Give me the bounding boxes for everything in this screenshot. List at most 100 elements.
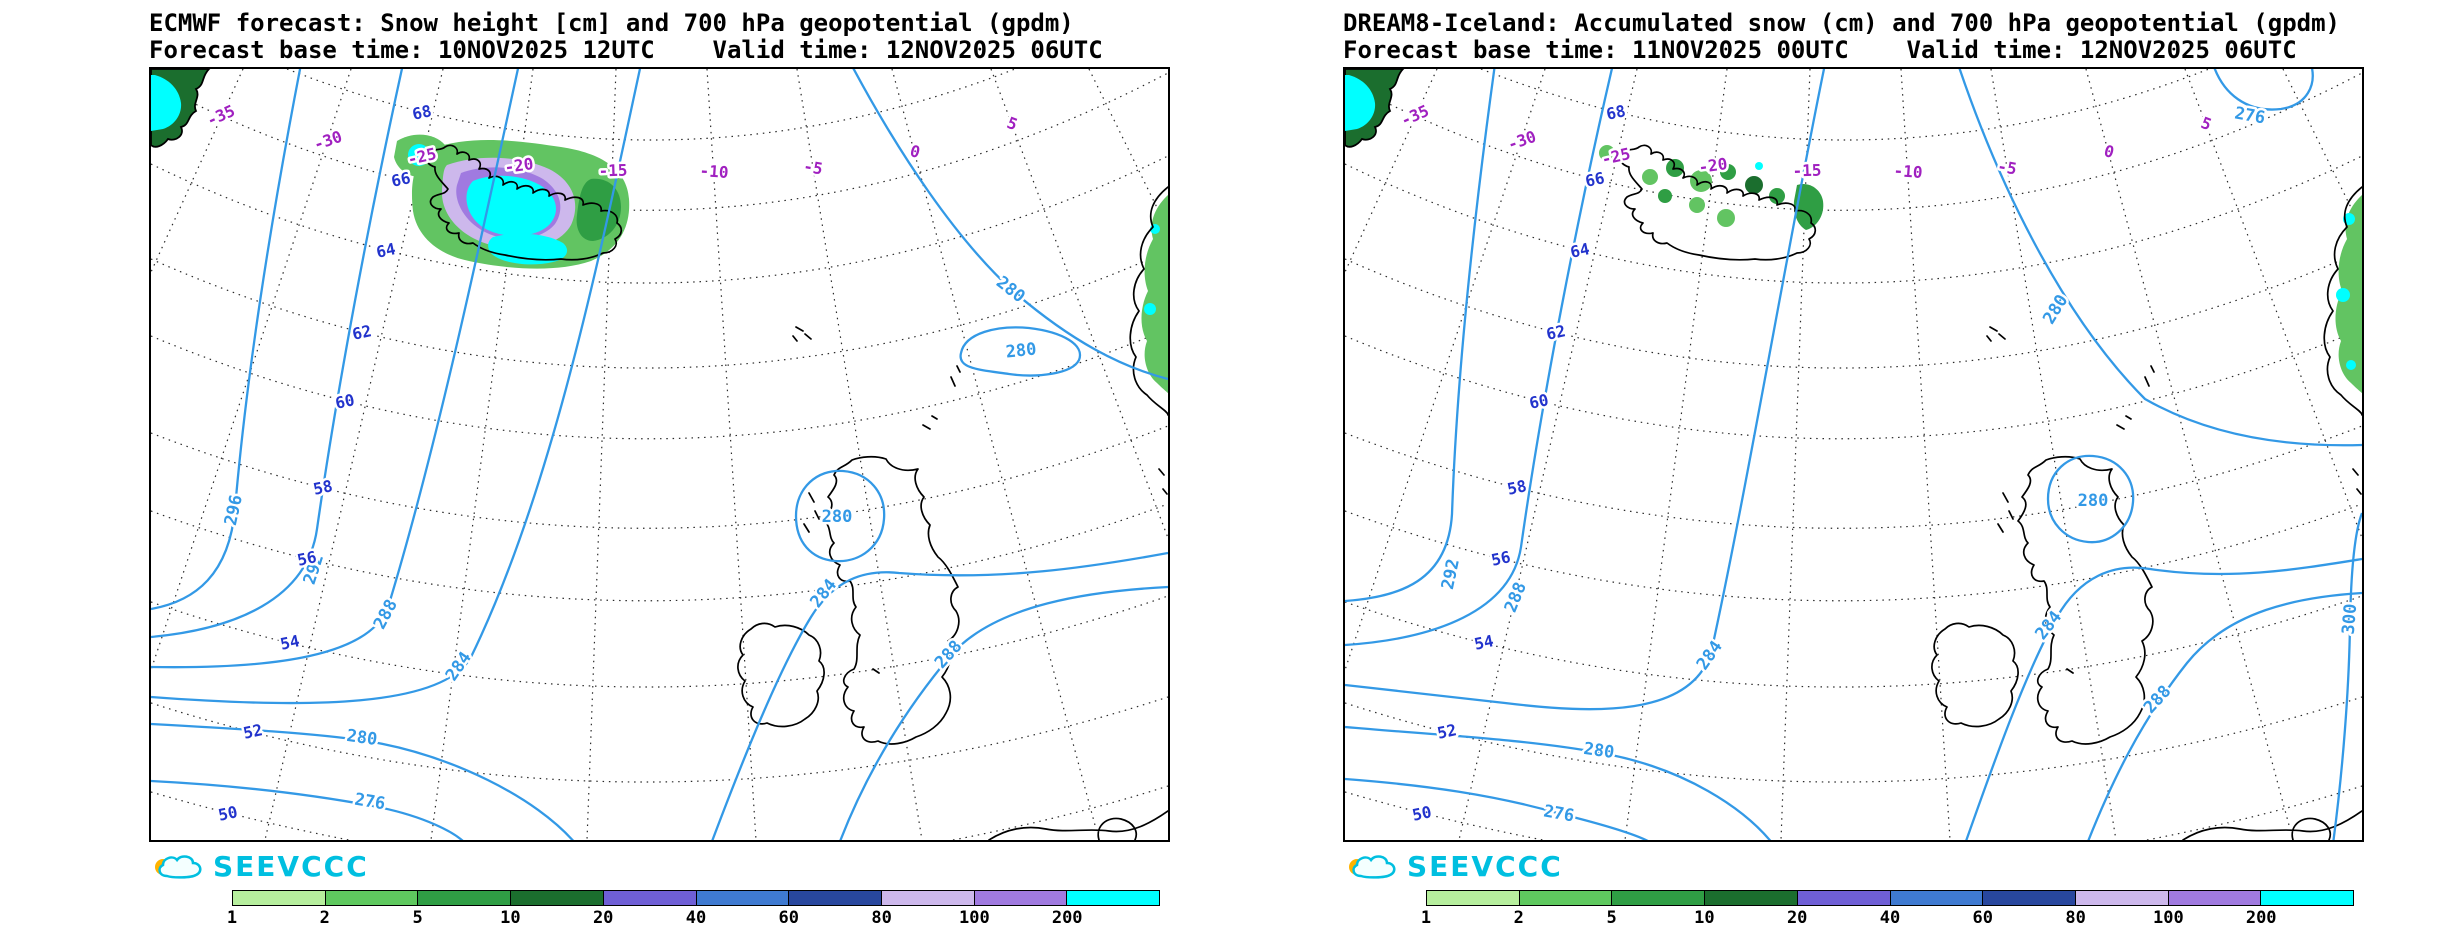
legend-ticks: 1 2 5 10 20 40 60 80 100 200 xyxy=(1421,908,2354,925)
logo-text: SEEVCCC xyxy=(1407,849,1563,883)
latitude-label: 52 xyxy=(241,720,264,743)
legend-cell xyxy=(1067,891,1160,905)
legend-cell xyxy=(696,891,790,905)
logo-text: SEEVCCC xyxy=(213,849,369,883)
latitude-labels: 68 66 64 62 60 58 56 54 52 50 xyxy=(214,99,436,828)
contour-label: 280 xyxy=(1582,739,1615,763)
contour-280-top xyxy=(1958,69,2362,447)
islands xyxy=(1986,326,2362,674)
latitude-label: 52 xyxy=(1435,720,1458,743)
legend-cell xyxy=(1519,891,1613,905)
longitude-labels: -35 -30 -25 -20 -15 -10 -5 0 5 xyxy=(1395,98,2216,184)
latitude-label: 56 xyxy=(295,547,318,570)
legend-tick-label: 100 xyxy=(2153,908,2184,925)
seevccc-logo: SEEVCCC xyxy=(1345,846,1563,886)
legend-cell xyxy=(2261,891,2354,905)
legend-cell xyxy=(789,891,882,905)
latitude-label: 68 xyxy=(410,101,433,124)
latitude-label: 50 xyxy=(1410,802,1433,825)
panel-subtitle: Forecast base time: 10NOV2025 12UTC Vali… xyxy=(149,36,1103,64)
longitude-label: -5 xyxy=(802,156,824,178)
legend-cell xyxy=(511,891,604,905)
legend-cell xyxy=(2168,891,2262,905)
longitude-label: -10 xyxy=(1893,161,1923,182)
legend-tick-label: 1 xyxy=(226,908,238,925)
legend-tick-label: 80 xyxy=(871,908,892,925)
seevccc-logo: SEEVCCC xyxy=(151,846,369,886)
contour-label: 280 xyxy=(345,726,378,750)
latitude-label: 66 xyxy=(1583,168,1606,191)
contour-288-east xyxy=(2087,591,2362,840)
legend-tick-label: 10 xyxy=(1694,908,1715,925)
contour-300 xyxy=(2332,512,2362,840)
legend-cell xyxy=(1612,891,1706,905)
panel-title: DREAM8-Iceland: Accumulated snow (cm) an… xyxy=(1343,9,2340,37)
legend-tick-label: 60 xyxy=(1972,908,1994,925)
contour-276 xyxy=(151,779,464,840)
contour-label: 280 xyxy=(2078,491,2109,511)
greenland-snow xyxy=(1345,75,1376,131)
longitude-label: -15 xyxy=(1792,161,1822,181)
legend-tick-label: 5 xyxy=(412,908,423,925)
legend-cells xyxy=(1426,890,2354,906)
contour-284-east xyxy=(711,551,1168,840)
longitude-label: -20 xyxy=(503,154,534,177)
cloud-icon xyxy=(155,855,202,879)
legend-tick-label: 5 xyxy=(1606,908,1617,925)
contour-284-east xyxy=(1965,557,2362,840)
contour-296 xyxy=(151,69,302,611)
contour-280-loop-northeast xyxy=(959,326,1082,377)
legend-tick-label: 60 xyxy=(778,908,800,925)
contour-288-east xyxy=(839,585,1168,840)
panel-footer: SEEVCCC 1 2 5 10 20 40 60 80 100 200 xyxy=(1343,842,2364,925)
panel-footer: SEEVCCC 1 2 5 10 20 40 60 80 100 200 xyxy=(149,842,1170,925)
contour-label: 284 xyxy=(1693,637,1727,674)
legend-tick-label: 100 xyxy=(959,908,990,925)
contour-label: 284 xyxy=(2031,607,2066,644)
contour-label: 280 xyxy=(2039,291,2072,328)
longitude-label: -20 xyxy=(1697,154,1728,177)
legend-cell xyxy=(2075,891,2169,905)
contour-labels: 292 288 284 280 276 280 280 284 288 276 … xyxy=(1436,101,2362,829)
snow-legend: 1 2 5 10 20 40 60 80 100 200 xyxy=(1421,890,2354,925)
coastlines xyxy=(1345,69,2362,840)
contour-label: 276 xyxy=(1542,801,1576,826)
latitude-label: 60 xyxy=(333,390,356,413)
contour-288 xyxy=(1345,69,1614,647)
graticule xyxy=(1345,69,2362,840)
longitude-label: -15 xyxy=(598,161,628,181)
longitude-labels: -35 -30 -25 -20 -15 -10 -5 0 5 xyxy=(201,98,1022,184)
contour-284 xyxy=(151,69,642,705)
contour-label: 280 xyxy=(822,507,853,527)
latitude-label: 58 xyxy=(1505,476,1528,499)
contour-label: 276 xyxy=(2233,103,2267,128)
legend-cell xyxy=(603,891,697,905)
latitude-label: 68 xyxy=(1604,101,1627,124)
panel-dream8: DREAM8-Iceland: Accumulated snow (cm) an… xyxy=(1343,10,2364,925)
longitude-label: -30 xyxy=(1505,127,1539,154)
longitude-label: -35 xyxy=(1398,101,1432,130)
snow-shading xyxy=(1599,145,2362,393)
contour-284 xyxy=(1345,69,1826,711)
contour-label: 276 xyxy=(353,790,386,815)
legend-cell xyxy=(1983,891,2076,905)
latitude-label: 64 xyxy=(374,239,397,262)
map-frame: 292 288 284 280 276 280 280 284 288 276 … xyxy=(1343,67,2364,842)
latitude-labels: 68 66 64 62 60 58 56 54 52 50 xyxy=(1408,99,1630,828)
legend-tick-label: 200 xyxy=(1051,908,1083,925)
cloud-icon xyxy=(1349,855,1396,879)
snow-shading xyxy=(394,134,1168,393)
geopotential-contours xyxy=(151,69,1168,840)
coastlines xyxy=(151,69,1168,840)
legend-cell xyxy=(1427,891,1520,905)
legend-cell xyxy=(418,891,512,905)
norway-coast xyxy=(2323,186,2362,416)
snow-legend: 1 2 5 10 20 40 60 80 100 200 xyxy=(227,890,1160,925)
ireland-coast xyxy=(1931,622,2019,728)
longitude-label: -10 xyxy=(699,161,729,182)
legend-cell xyxy=(325,891,419,905)
graticule xyxy=(151,69,1168,840)
legend-cell xyxy=(1705,891,1798,905)
latitude-label: 62 xyxy=(350,321,373,344)
